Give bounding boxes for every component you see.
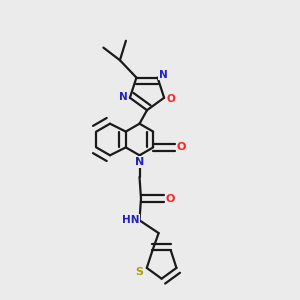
Text: O: O [166,94,175,104]
Text: HN: HN [122,215,139,225]
Text: O: O [177,142,186,152]
Text: N: N [119,92,128,102]
Text: N: N [159,70,167,80]
Text: O: O [166,194,175,204]
Text: S: S [135,266,143,277]
Text: N: N [135,157,144,167]
